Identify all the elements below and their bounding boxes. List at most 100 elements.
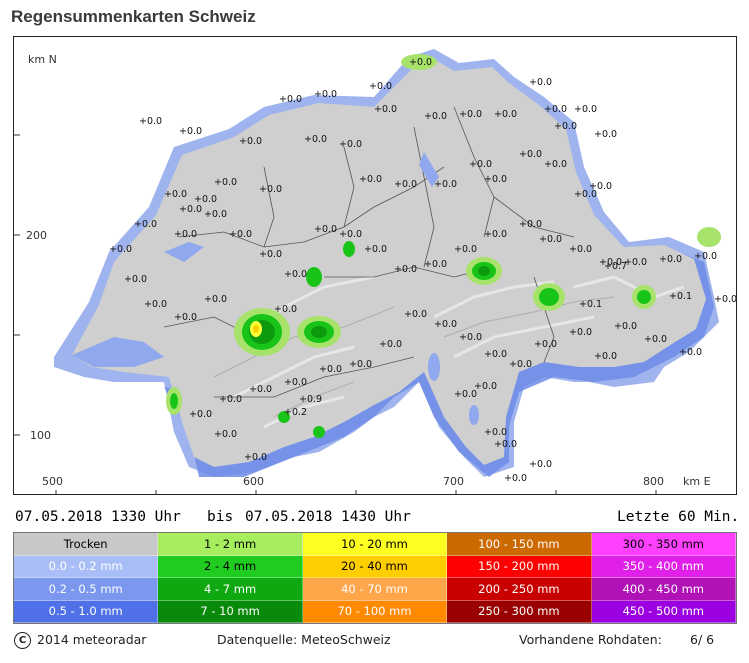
station-value-label: +0.0 bbox=[204, 209, 227, 220]
station-value-label: +0.0 bbox=[204, 294, 227, 305]
station-value-label: +0.1 bbox=[579, 299, 602, 310]
station-value-label: +0.0 bbox=[469, 159, 492, 170]
station-value-label: +0.0 bbox=[244, 452, 267, 463]
x-tick-700: 700 bbox=[443, 475, 464, 488]
legend-cell: 100 - 150 mm bbox=[447, 533, 592, 556]
x-tick-500: 500 bbox=[42, 475, 63, 488]
station-value-label: +0.0 bbox=[614, 321, 637, 332]
station-value-label: +0.0 bbox=[259, 184, 282, 195]
station-value-label: +0.0 bbox=[124, 274, 147, 285]
station-value-label: +0.0 bbox=[144, 299, 167, 310]
station-value-label: +0.0 bbox=[259, 249, 282, 260]
station-value-label: +0.0 bbox=[379, 339, 402, 350]
station-value-label: +0.0 bbox=[494, 439, 517, 450]
legend-cell: 20 - 40 mm bbox=[302, 555, 448, 578]
station-value-label: +0.0 bbox=[109, 244, 132, 255]
station-value-label: +0.0 bbox=[484, 349, 507, 360]
station-value-label: +0.0 bbox=[339, 139, 362, 150]
legend-cell: 4 - 7 mm bbox=[158, 578, 303, 601]
time-to: 07.05.2018 1430 Uhr bbox=[245, 509, 411, 525]
station-value-label: +0.0 bbox=[569, 327, 592, 338]
station-value-label: +0.0 bbox=[219, 394, 242, 405]
legend-cell: 0.0 - 0.2 mm bbox=[14, 555, 159, 578]
station-value-label: +0.0 bbox=[574, 189, 597, 200]
station-value-label: +0.0 bbox=[694, 251, 717, 262]
station-value-label: +0.0 bbox=[544, 159, 567, 170]
x-tick-800: 800 bbox=[643, 475, 664, 488]
station-value-label: +0.0 bbox=[179, 126, 202, 137]
station-value-label: +0.0 bbox=[394, 179, 417, 190]
station-value-label: +0.0 bbox=[394, 264, 417, 275]
station-value-label: +0.0 bbox=[139, 116, 162, 127]
time-bis: bis bbox=[207, 509, 234, 525]
station-value-label: +0.0 bbox=[319, 364, 342, 375]
station-value-label: +0.0 bbox=[214, 429, 237, 440]
station-value-label: +0.0 bbox=[174, 312, 197, 323]
station-value-label: +0.0 bbox=[409, 57, 432, 68]
station-value-label: +0.0 bbox=[314, 224, 337, 235]
station-value-label: +0.0 bbox=[679, 347, 702, 358]
station-value-label: +0.0 bbox=[239, 136, 262, 147]
station-value-label: +0.0 bbox=[519, 149, 542, 160]
station-value-label: +0.0 bbox=[174, 229, 197, 240]
copyright: C 2014 meteoradar bbox=[14, 632, 146, 649]
station-value-label: +0.0 bbox=[279, 94, 302, 105]
legend-cell: 7 - 10 mm bbox=[158, 600, 303, 623]
station-value-label: +0.0 bbox=[434, 179, 457, 190]
station-value-label: +0.0 bbox=[374, 104, 397, 115]
legend-cell: 10 - 20 mm bbox=[302, 533, 448, 556]
legend-cell: 0.5 - 1.0 mm bbox=[14, 600, 159, 623]
station-value-label: +0.0 bbox=[484, 427, 507, 438]
legend-cell: 150 - 200 mm bbox=[447, 555, 592, 578]
station-value-label: +0.0 bbox=[274, 304, 297, 315]
station-value-label: +0.0 bbox=[474, 381, 497, 392]
station-value-label: +0.0 bbox=[179, 204, 202, 215]
legend-cell: Trocken bbox=[14, 533, 159, 556]
time-period: Letzte 60 Min. bbox=[617, 509, 740, 525]
legend-cell: 200 - 250 mm bbox=[447, 578, 592, 601]
station-value-label: +0.0 bbox=[339, 229, 362, 240]
legend-cell: 400 - 450 mm bbox=[591, 578, 736, 601]
station-value-label: +0.9 bbox=[299, 394, 322, 405]
station-value-label: +0.0 bbox=[534, 339, 557, 350]
station-value-label: +0.0 bbox=[404, 309, 427, 320]
switzerland-map-graphic: +0.0 +0.0 +0.0 +0.0 +0.0 +0.0 +0.0 +0.0 +0.0 +0.0… bbox=[14, 49, 737, 494]
station-value-label: +0.0 bbox=[624, 257, 647, 268]
station-value-label: +0.0 bbox=[539, 234, 562, 245]
station-value-label: +0.0 bbox=[714, 294, 737, 305]
station-value-label: +0.0 bbox=[599, 257, 622, 268]
station-value-label: +0.0 bbox=[594, 351, 617, 362]
station-value-label: +0.0 bbox=[249, 384, 272, 395]
north-axis-label: km N bbox=[28, 53, 57, 66]
station-value-label: +0.2 bbox=[284, 407, 307, 418]
station-value-label: +0.0 bbox=[349, 359, 372, 370]
legend-cell: 300 - 350 mm bbox=[591, 533, 736, 556]
station-value-label: +0.0 bbox=[659, 254, 682, 265]
station-value-label: +0.0 bbox=[359, 174, 382, 185]
station-value-label: +0.0 bbox=[644, 334, 667, 345]
copyright-icon: C bbox=[14, 632, 31, 649]
station-value-label: +0.0 bbox=[554, 121, 577, 132]
station-value-label: +0.0 bbox=[484, 174, 507, 185]
station-value-label: +0.0 bbox=[574, 104, 597, 115]
station-value-label: +0.0 bbox=[519, 219, 542, 230]
station-value-label: +0.7 bbox=[604, 261, 627, 272]
legend-cell: 70 - 100 mm bbox=[302, 600, 448, 623]
station-value-label: +0.0 bbox=[569, 244, 592, 255]
station-value-label: +0.1 bbox=[669, 291, 692, 302]
rohdaten-value: 6/ 6 bbox=[690, 632, 715, 647]
station-value-label: +0.0 bbox=[529, 459, 552, 470]
station-value-label: +0.0 bbox=[454, 244, 477, 255]
station-value-label: +0.0 bbox=[164, 189, 187, 200]
page-title: Regensummenkarten Schweiz bbox=[11, 7, 256, 26]
legend-cell: 2 - 4 mm bbox=[158, 555, 303, 578]
legend-cell: 350 - 400 mm bbox=[591, 555, 736, 578]
legend-cell: 40 - 70 mm bbox=[302, 578, 448, 601]
station-value-label: +0.0 bbox=[589, 181, 612, 192]
rohdaten-label: Vorhandene Rohdaten: bbox=[519, 632, 662, 647]
station-value-label: +0.0 bbox=[194, 194, 217, 205]
data-source: Datenquelle: MeteoSchweiz bbox=[217, 632, 391, 647]
copyright-text: 2014 meteoradar bbox=[37, 632, 147, 647]
east-axis-label: km E bbox=[683, 475, 711, 488]
station-value-label: +0.0 bbox=[459, 109, 482, 120]
